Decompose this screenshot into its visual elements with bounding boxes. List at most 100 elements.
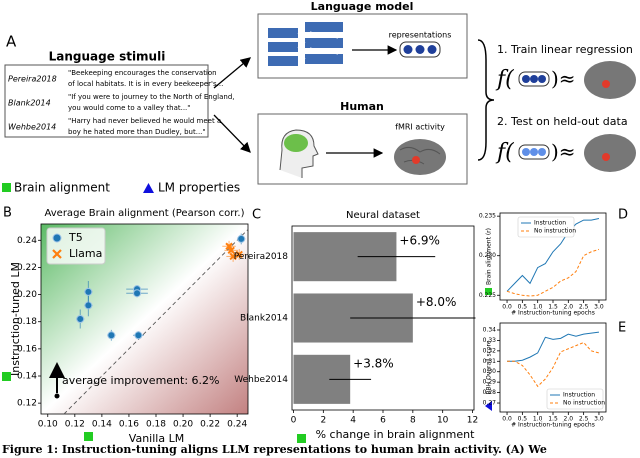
x-tick-label: 1.0 [533, 416, 543, 423]
y-tick-label: 0.20 [17, 290, 37, 300]
x-tick-label: 0.0 [502, 304, 512, 311]
brain-square [2, 183, 11, 192]
lm-triangle [485, 401, 492, 411]
lm-triangle [143, 183, 154, 193]
legend-box [46, 227, 106, 265]
stimulus-text: of local habitats. It is in every beekee… [68, 80, 223, 88]
x-tick-label: 12 [467, 416, 478, 426]
x-tick-label: 6 [380, 416, 386, 426]
head-icon [279, 129, 319, 178]
panel-label: E [618, 321, 626, 336]
legend-label: No instruction [563, 400, 605, 407]
step-text: 1. Train linear regression [497, 43, 633, 56]
legend-label: T5 [68, 231, 83, 244]
lm-output: representations [389, 31, 452, 40]
dataset-name: Pereira2018 [8, 75, 57, 84]
y-tick-label: 0.30 [483, 368, 497, 375]
category-label: Pereira2018 [234, 252, 289, 262]
stimulus-text: boy he hated more than Dudley, but..." [68, 128, 206, 136]
y-tick-label: 0.225 [479, 292, 496, 299]
x-tick-label: 3.0 [594, 304, 604, 311]
brace [477, 39, 495, 161]
point [107, 331, 116, 340]
plot-frame [40, 223, 249, 415]
brain-icon [394, 139, 446, 175]
y-tick-label: 0.32 [483, 347, 497, 354]
y-tick-label: 0.16 [17, 344, 37, 354]
chart-title: Neural dataset [346, 210, 420, 221]
stimuli-box [4, 64, 209, 138]
formula-prefix: f( [495, 140, 514, 165]
brain-icon [584, 134, 636, 172]
identity-line [63, 229, 249, 415]
x-tick-label: 2.5 [579, 304, 589, 311]
x-tick-label: 0 [291, 416, 297, 426]
point [134, 331, 143, 340]
point [84, 287, 93, 296]
formula-suffix: )≈ [551, 140, 576, 164]
x-tick-label: 8 [410, 416, 416, 426]
x-tick-label: 2 [320, 416, 326, 426]
formula-suffix: )≈ [551, 67, 576, 91]
y-tick-label: 0.18 [17, 317, 37, 327]
step-text: 2. Test on held-out data [497, 115, 628, 128]
caption: Figure 1: Instruction-tuning aligns LLM … [2, 443, 547, 456]
legend-row-text: Brain alignment [14, 181, 110, 195]
x-tick-label: 0.24 [227, 420, 247, 430]
legend-label: Instruction [563, 392, 595, 399]
value-label: +8.0% [416, 295, 457, 309]
brain-square [84, 432, 93, 441]
y-tick-label: 0.33 [483, 337, 497, 344]
legend-label: Llama [69, 247, 102, 260]
panel-label: D [618, 208, 628, 223]
y-tick-label: 0.29 [483, 379, 497, 386]
category-label: Wehbe2014 [234, 375, 288, 385]
x-tick-label: 1.0 [533, 304, 543, 311]
y-tick-label: 0.24 [17, 236, 37, 246]
x-tick-label: 3.0 [594, 416, 604, 423]
stimulus-text: "If you were to journey to the North of … [68, 93, 235, 101]
y-tick-label: 0.235 [479, 213, 496, 220]
legend-row-text: LM properties [158, 181, 240, 195]
line [507, 341, 600, 388]
x-axis-label: # Instruction-tuning epochs [511, 310, 595, 317]
y-axis-label: Instruction-tuned LM [9, 262, 22, 376]
origin-dot [54, 393, 60, 399]
vector-unit [530, 148, 538, 156]
x-tick-label: 4 [350, 416, 356, 426]
panel-label: B [3, 206, 12, 221]
arrow [213, 57, 251, 89]
legend-box [517, 216, 575, 238]
stimulus-text: "Harry had never believed he would meet … [68, 117, 221, 125]
formula-prefix: f( [495, 67, 514, 92]
y-tick-label: 0.22 [17, 263, 37, 273]
stimuli-title: Language stimuli [49, 50, 166, 64]
vector-unit [538, 75, 546, 83]
value-label: +6.9% [399, 234, 440, 248]
y-tick-label: 0.27 [483, 400, 497, 407]
vector-unit [522, 75, 530, 83]
x-tick-label: 0.16 [119, 420, 139, 430]
vector-unit [538, 148, 546, 156]
y-tick-label: 0.230 [479, 252, 496, 259]
point [237, 234, 246, 243]
brain-square [485, 288, 492, 295]
y-tick-label: 0.28 [483, 389, 497, 396]
point [84, 301, 93, 310]
vector-unit [403, 45, 413, 54]
point [235, 250, 243, 259]
brain-spot [602, 80, 610, 88]
x-tick-label: 0.5 [518, 416, 528, 423]
line [507, 331, 600, 362]
x-tick-label: 0.5 [518, 304, 528, 311]
x-tick-label: 0.14 [92, 420, 112, 430]
x-tick-label: 1.5 [548, 416, 558, 423]
x-tick-label: 2.0 [564, 304, 574, 311]
brain-spot [602, 153, 610, 161]
human-output: fMRI activity [395, 123, 445, 132]
x-tick-label: 0.0 [502, 416, 512, 423]
x-tick-label: 0.22 [200, 420, 220, 430]
dataset-name: Wehbe2014 [8, 123, 56, 132]
lm-title: Language model [311, 0, 414, 13]
